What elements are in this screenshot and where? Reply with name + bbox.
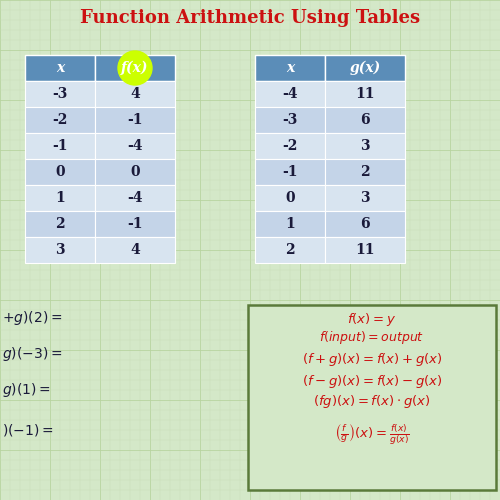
Text: 3: 3	[360, 191, 370, 205]
Text: $(fg)(x) = f(x) \cdot g(x)$: $(fg)(x) = f(x) \cdot g(x)$	[314, 394, 430, 410]
Text: 2: 2	[360, 165, 370, 179]
Bar	[25, 211, 95, 237]
Text: 0: 0	[55, 165, 65, 179]
Bar	[95, 107, 175, 133]
Text: 0: 0	[130, 165, 140, 179]
Text: x: x	[56, 61, 64, 75]
Text: 0: 0	[285, 191, 295, 205]
Bar	[25, 55, 95, 81]
Bar	[95, 55, 175, 81]
Text: 6: 6	[360, 113, 370, 127]
Bar	[325, 55, 405, 81]
Text: -3: -3	[282, 113, 298, 127]
Text: $f(input) = output$: $f(input) = output$	[320, 330, 424, 346]
Bar	[25, 133, 95, 159]
Text: 3: 3	[55, 243, 65, 257]
Text: -4: -4	[282, 87, 298, 101]
Bar	[255, 81, 325, 107]
Text: 11: 11	[355, 243, 375, 257]
Bar	[25, 81, 95, 107]
Text: -1: -1	[282, 165, 298, 179]
Text: 6: 6	[360, 217, 370, 231]
Bar	[255, 159, 325, 185]
Bar	[95, 237, 175, 263]
Bar	[25, 185, 95, 211]
Text: f(x): f(x)	[121, 61, 149, 75]
Text: $g)(-3) =$: $g)(-3) =$	[2, 345, 62, 363]
Bar	[25, 237, 95, 263]
Text: 4: 4	[130, 243, 140, 257]
Bar	[325, 211, 405, 237]
Text: $g)(1) =$: $g)(1) =$	[2, 381, 50, 399]
Bar	[95, 159, 175, 185]
Circle shape	[118, 51, 152, 85]
Text: -1: -1	[127, 113, 143, 127]
Text: 1: 1	[55, 191, 65, 205]
Text: 1: 1	[285, 217, 295, 231]
Text: -3: -3	[52, 87, 68, 101]
Text: -4: -4	[127, 191, 143, 205]
Text: Function Arithmetic Using Tables: Function Arithmetic Using Tables	[80, 9, 420, 27]
Text: $\left(\frac{f}{g}\right)(x) = \frac{f(x)}{g(x)}$: $\left(\frac{f}{g}\right)(x) = \frac{f(x…	[334, 422, 410, 448]
Text: 2: 2	[55, 217, 65, 231]
Bar	[95, 211, 175, 237]
Text: 2: 2	[285, 243, 295, 257]
Bar	[325, 159, 405, 185]
Bar	[248, 305, 496, 490]
Text: 4: 4	[130, 87, 140, 101]
Bar	[325, 185, 405, 211]
Bar	[25, 107, 95, 133]
Text: $)(-1) =$: $)(-1) =$	[2, 422, 54, 438]
Text: -1: -1	[127, 217, 143, 231]
Bar	[255, 107, 325, 133]
Text: 3: 3	[360, 139, 370, 153]
Text: $(f + g)(x) = f(x) + g(x)$: $(f + g)(x) = f(x) + g(x)$	[302, 352, 442, 368]
Bar	[95, 133, 175, 159]
Text: $f(x) = y$: $f(x) = y$	[348, 312, 397, 328]
Bar	[25, 159, 95, 185]
Bar	[255, 185, 325, 211]
Text: 11: 11	[355, 87, 375, 101]
Text: $+ g)(2) =$: $+ g)(2) =$	[2, 309, 62, 327]
Bar	[255, 237, 325, 263]
Text: -2: -2	[52, 113, 68, 127]
Bar	[95, 185, 175, 211]
Bar	[255, 133, 325, 159]
Text: $(f - g)(x) = f(x) - g(x)$: $(f - g)(x) = f(x) - g(x)$	[302, 372, 442, 390]
Text: -4: -4	[127, 139, 143, 153]
Bar	[325, 237, 405, 263]
Bar	[325, 133, 405, 159]
Bar	[255, 55, 325, 81]
Text: -2: -2	[282, 139, 298, 153]
Bar	[325, 107, 405, 133]
Text: -1: -1	[52, 139, 68, 153]
Bar	[325, 81, 405, 107]
Bar	[255, 211, 325, 237]
Bar	[95, 81, 175, 107]
Text: x: x	[286, 61, 294, 75]
Text: g(x): g(x)	[350, 61, 380, 75]
